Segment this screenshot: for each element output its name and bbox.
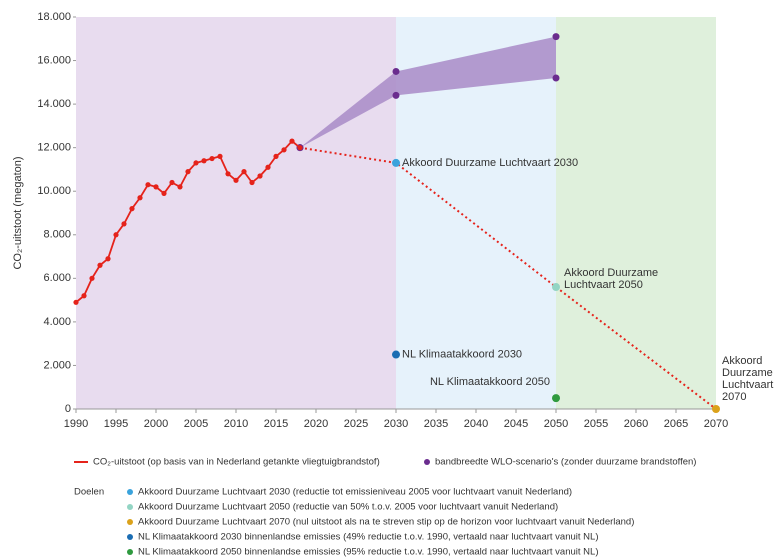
series-point bbox=[113, 232, 119, 238]
legend-label: NL Klimaatakkoord 2050 binnenlandse emis… bbox=[138, 547, 598, 558]
series-point bbox=[193, 160, 199, 166]
x-tick-label: 2015 bbox=[264, 418, 288, 430]
y-tick-label: 12.000 bbox=[37, 142, 71, 154]
target-label: Akkoord Duurzame Luchtvaart 2030 bbox=[402, 157, 578, 169]
x-tick-label: 2045 bbox=[504, 418, 528, 430]
series-point bbox=[89, 275, 95, 281]
series-point bbox=[137, 195, 143, 201]
band-point bbox=[392, 67, 400, 75]
series-point bbox=[81, 293, 87, 299]
x-tick-label: 2055 bbox=[584, 418, 608, 430]
series-point bbox=[121, 221, 127, 227]
period-region bbox=[76, 17, 396, 409]
target-point bbox=[712, 405, 720, 413]
x-tick-label: 2070 bbox=[704, 418, 728, 430]
target-label: Duurzame bbox=[722, 367, 773, 379]
y-tick-label: 18.000 bbox=[37, 11, 71, 23]
target-label: NL Klimaatakkoord 2050 bbox=[430, 376, 550, 388]
band-point bbox=[552, 33, 560, 41]
y-axis-label: CO₂-uitstoot (megaton) bbox=[12, 156, 24, 269]
x-tick-label: 2030 bbox=[384, 418, 408, 430]
series-point bbox=[249, 179, 255, 186]
legend-label: CO₂-uitstoot (op basis van in Nederland … bbox=[93, 457, 380, 468]
series-point bbox=[201, 158, 207, 164]
y-tick-label: 10.000 bbox=[37, 185, 71, 197]
target-label: Akkoord bbox=[722, 355, 762, 367]
series-point bbox=[105, 256, 111, 262]
y-tick-label: 0 bbox=[65, 403, 71, 415]
legend-label: Akkoord Duurzame Luchtvaart 2070 (nul ui… bbox=[138, 517, 634, 528]
series-point bbox=[129, 206, 135, 212]
band-point bbox=[392, 91, 400, 99]
target-label: Akkoord Duurzame bbox=[564, 267, 658, 279]
target-label: Luchtvaart bbox=[722, 379, 773, 391]
legend-swatch bbox=[127, 549, 133, 555]
x-tick-label: 2000 bbox=[144, 418, 168, 430]
x-tick-label: 1995 bbox=[104, 418, 128, 430]
period-region bbox=[556, 17, 716, 409]
target-label: 2070 bbox=[722, 391, 746, 403]
series-point bbox=[153, 184, 159, 190]
series-point bbox=[217, 153, 223, 159]
legend-swatch bbox=[424, 459, 430, 465]
legend-swatch bbox=[127, 504, 133, 510]
legend-label: bandbreedte WLO-scenario's (zonder duurz… bbox=[435, 457, 696, 468]
series-point bbox=[161, 190, 167, 196]
series-point bbox=[209, 155, 215, 162]
legend-swatch bbox=[127, 489, 133, 495]
target-label: NL Klimaatakkoord 2030 bbox=[402, 348, 522, 360]
y-tick-label: 6.000 bbox=[43, 272, 71, 284]
scenario-band bbox=[300, 36, 556, 148]
series-point bbox=[297, 145, 303, 151]
x-tick-label: 2065 bbox=[664, 418, 688, 430]
target-point bbox=[392, 158, 400, 167]
y-tick-label: 2.000 bbox=[43, 359, 71, 371]
series-point bbox=[273, 153, 279, 159]
series-point bbox=[233, 177, 239, 183]
x-tick-label: 2010 bbox=[224, 418, 248, 430]
legend-swatch bbox=[127, 519, 133, 525]
series-point bbox=[73, 299, 79, 305]
y-tick-label: 16.000 bbox=[37, 54, 71, 66]
series-point bbox=[257, 173, 263, 179]
series-point bbox=[177, 184, 183, 190]
series-point bbox=[145, 182, 151, 188]
series-point bbox=[97, 262, 103, 268]
legend-label: Akkoord Duurzame Luchtvaart 2050 (reduct… bbox=[138, 502, 558, 513]
series-point bbox=[185, 169, 191, 175]
x-tick-label: 2025 bbox=[344, 418, 368, 430]
x-tick-label: 2040 bbox=[464, 418, 488, 430]
y-tick-label: 4.000 bbox=[43, 316, 71, 328]
y-tick-label: 8.000 bbox=[43, 229, 71, 241]
x-tick-label: 2005 bbox=[184, 418, 208, 430]
target-point bbox=[392, 350, 400, 359]
series-point bbox=[281, 147, 287, 153]
band-point bbox=[552, 74, 560, 82]
x-tick-label: 2050 bbox=[544, 418, 568, 430]
series-point bbox=[289, 138, 295, 144]
x-tick-label: 2060 bbox=[624, 418, 648, 430]
series-point bbox=[265, 164, 271, 170]
legend-swatch bbox=[127, 534, 133, 540]
x-tick-label: 1990 bbox=[64, 418, 88, 430]
legend-group-label: Doelen bbox=[74, 487, 104, 498]
legend-label: Akkoord Duurzame Luchtvaart 2030 (reduct… bbox=[138, 487, 572, 498]
legend-label: NL Klimaatakkoord 2030 binnenlandse emis… bbox=[138, 532, 598, 543]
series-point bbox=[225, 171, 231, 177]
x-tick-label: 2020 bbox=[304, 418, 328, 430]
series-point bbox=[241, 169, 247, 175]
target-label: Luchtvaart 2050 bbox=[564, 279, 643, 291]
target-point bbox=[552, 283, 560, 292]
series-point bbox=[169, 179, 175, 186]
x-tick-label: 2035 bbox=[424, 418, 448, 430]
projection-line bbox=[299, 146, 717, 410]
target-point bbox=[552, 394, 560, 403]
y-tick-label: 14.000 bbox=[37, 98, 71, 110]
